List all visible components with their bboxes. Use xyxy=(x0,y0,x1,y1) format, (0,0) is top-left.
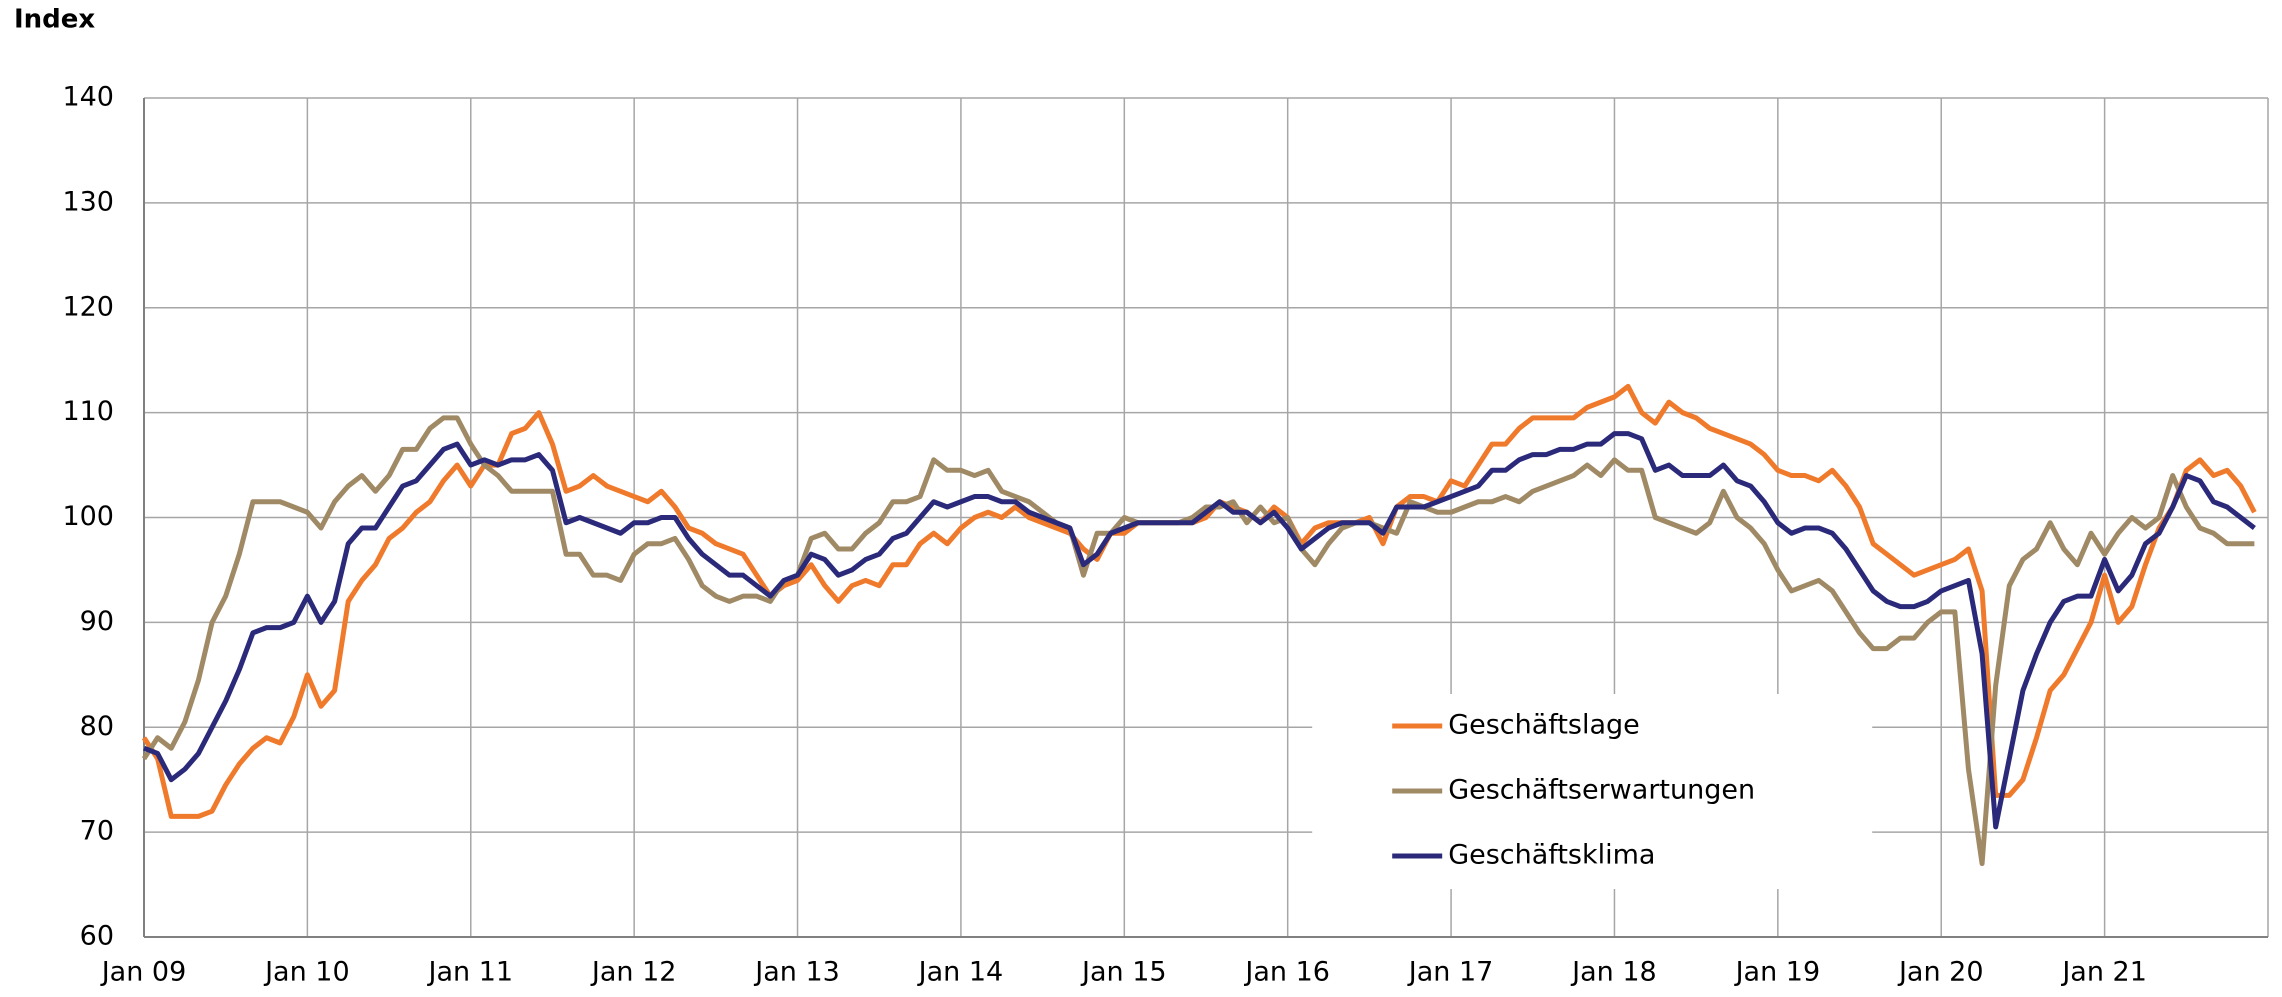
legend-label: Geschäftserwartungen xyxy=(1448,775,1755,806)
y-tick-label: 60 xyxy=(80,921,114,952)
series-line xyxy=(143,431,2256,830)
x-tick-label: Jan 11 xyxy=(426,957,513,988)
y-tick-label: 140 xyxy=(62,82,114,113)
x-tick-label: Jan 15 xyxy=(1080,957,1167,988)
x-tick-label: Jan 21 xyxy=(2060,957,2147,988)
x-tick-label: Jan 17 xyxy=(1407,957,1494,988)
x-tick-label: Jan 20 xyxy=(1897,957,1984,988)
x-tick-label: Jan 16 xyxy=(1243,957,1330,988)
x-tick-label: Jan 19 xyxy=(1734,957,1821,988)
y-tick-label: 70 xyxy=(80,816,114,847)
y-tick-label: 120 xyxy=(62,291,114,322)
x-tick-label: Jan 13 xyxy=(753,957,840,988)
legend-label: Geschäftsklima xyxy=(1448,840,1655,871)
y-tick-label: 100 xyxy=(62,501,114,532)
x-tick-label: Jan 18 xyxy=(1570,957,1657,988)
y-tick-label: 130 xyxy=(62,186,114,217)
x-tick-label: Jan 12 xyxy=(590,957,677,988)
y-tick-label: 110 xyxy=(62,396,114,427)
y-axis-label: Index xyxy=(14,5,95,35)
y-tick-label: 90 xyxy=(80,606,114,637)
series-line xyxy=(141,415,2255,867)
x-tick-label: Jan 09 xyxy=(100,957,187,988)
legend-label: Geschäftslage xyxy=(1448,710,1640,741)
x-tick-label: Jan 14 xyxy=(917,957,1004,988)
y-tick-label: 80 xyxy=(80,711,114,742)
x-tick-label: Jan 10 xyxy=(263,957,350,988)
